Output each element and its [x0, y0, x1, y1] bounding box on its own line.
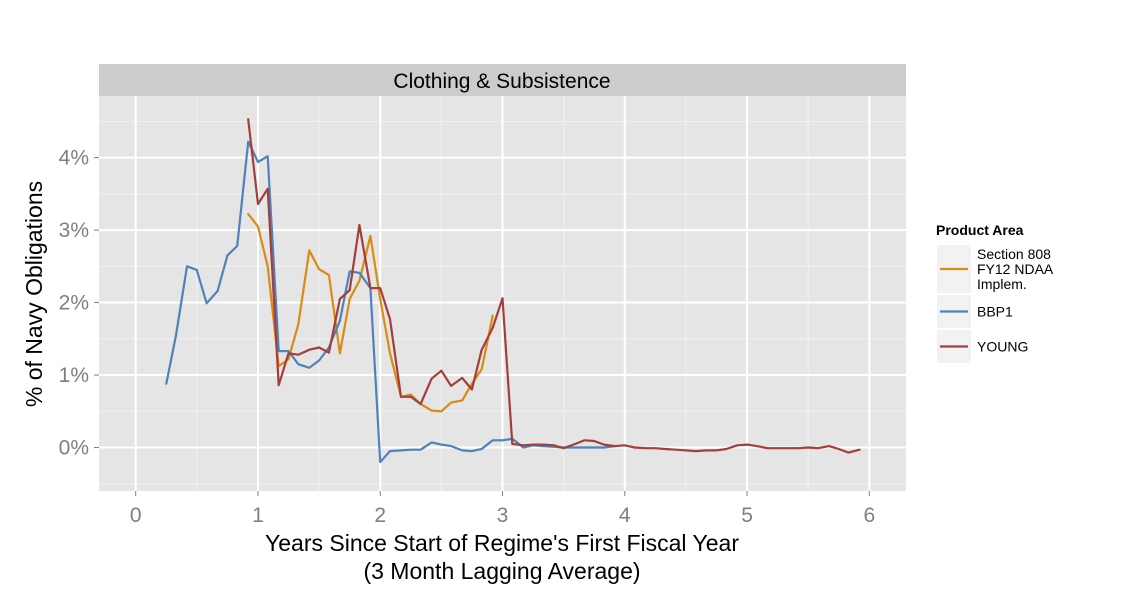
chart-title: Clothing & Subsistence: [393, 70, 610, 93]
y-axis-ticks: 0% 1% 2% 3% 4%: [59, 147, 99, 460]
x-tick-label: 1: [252, 504, 264, 527]
x-axis-ticks: 0 1 2 3 4 5 6: [130, 491, 875, 527]
series-line-0: [247, 213, 494, 413]
series-lines: [165, 118, 861, 464]
x-axis-subtitle: (3 Month Lagging Average): [363, 558, 640, 584]
series-line-2: [247, 118, 861, 454]
y-tick-label: 4%: [59, 147, 89, 170]
legend-label: YOUNG: [977, 339, 1028, 355]
grid-lines: [99, 96, 906, 491]
x-tick-label: 4: [619, 504, 631, 527]
x-tick-label: 5: [741, 504, 753, 527]
x-tick-label: 2: [374, 504, 386, 527]
y-tick-label: 0%: [59, 437, 89, 460]
x-axis-title: Years Since Start of Regime's First Fisc…: [265, 530, 739, 556]
x-tick-label: 6: [863, 504, 875, 527]
y-tick-label: 1%: [59, 364, 89, 387]
y-tick-label: 2%: [59, 292, 89, 315]
y-tick-label: 3%: [59, 219, 89, 242]
series-line-1: [165, 140, 617, 464]
legend-title: Product Area: [936, 222, 1024, 238]
x-tick-label: 3: [497, 504, 509, 527]
legend-label: BBP1: [977, 304, 1013, 320]
facet-strip: [99, 64, 906, 96]
legend-label: Section 808: [977, 246, 1051, 262]
legend-label: FY12 NDAA: [977, 261, 1054, 277]
legend-label: Implem.: [977, 276, 1027, 292]
y-axis-title: % of Navy Obligations: [21, 181, 47, 407]
x-tick-label: 0: [130, 504, 142, 527]
